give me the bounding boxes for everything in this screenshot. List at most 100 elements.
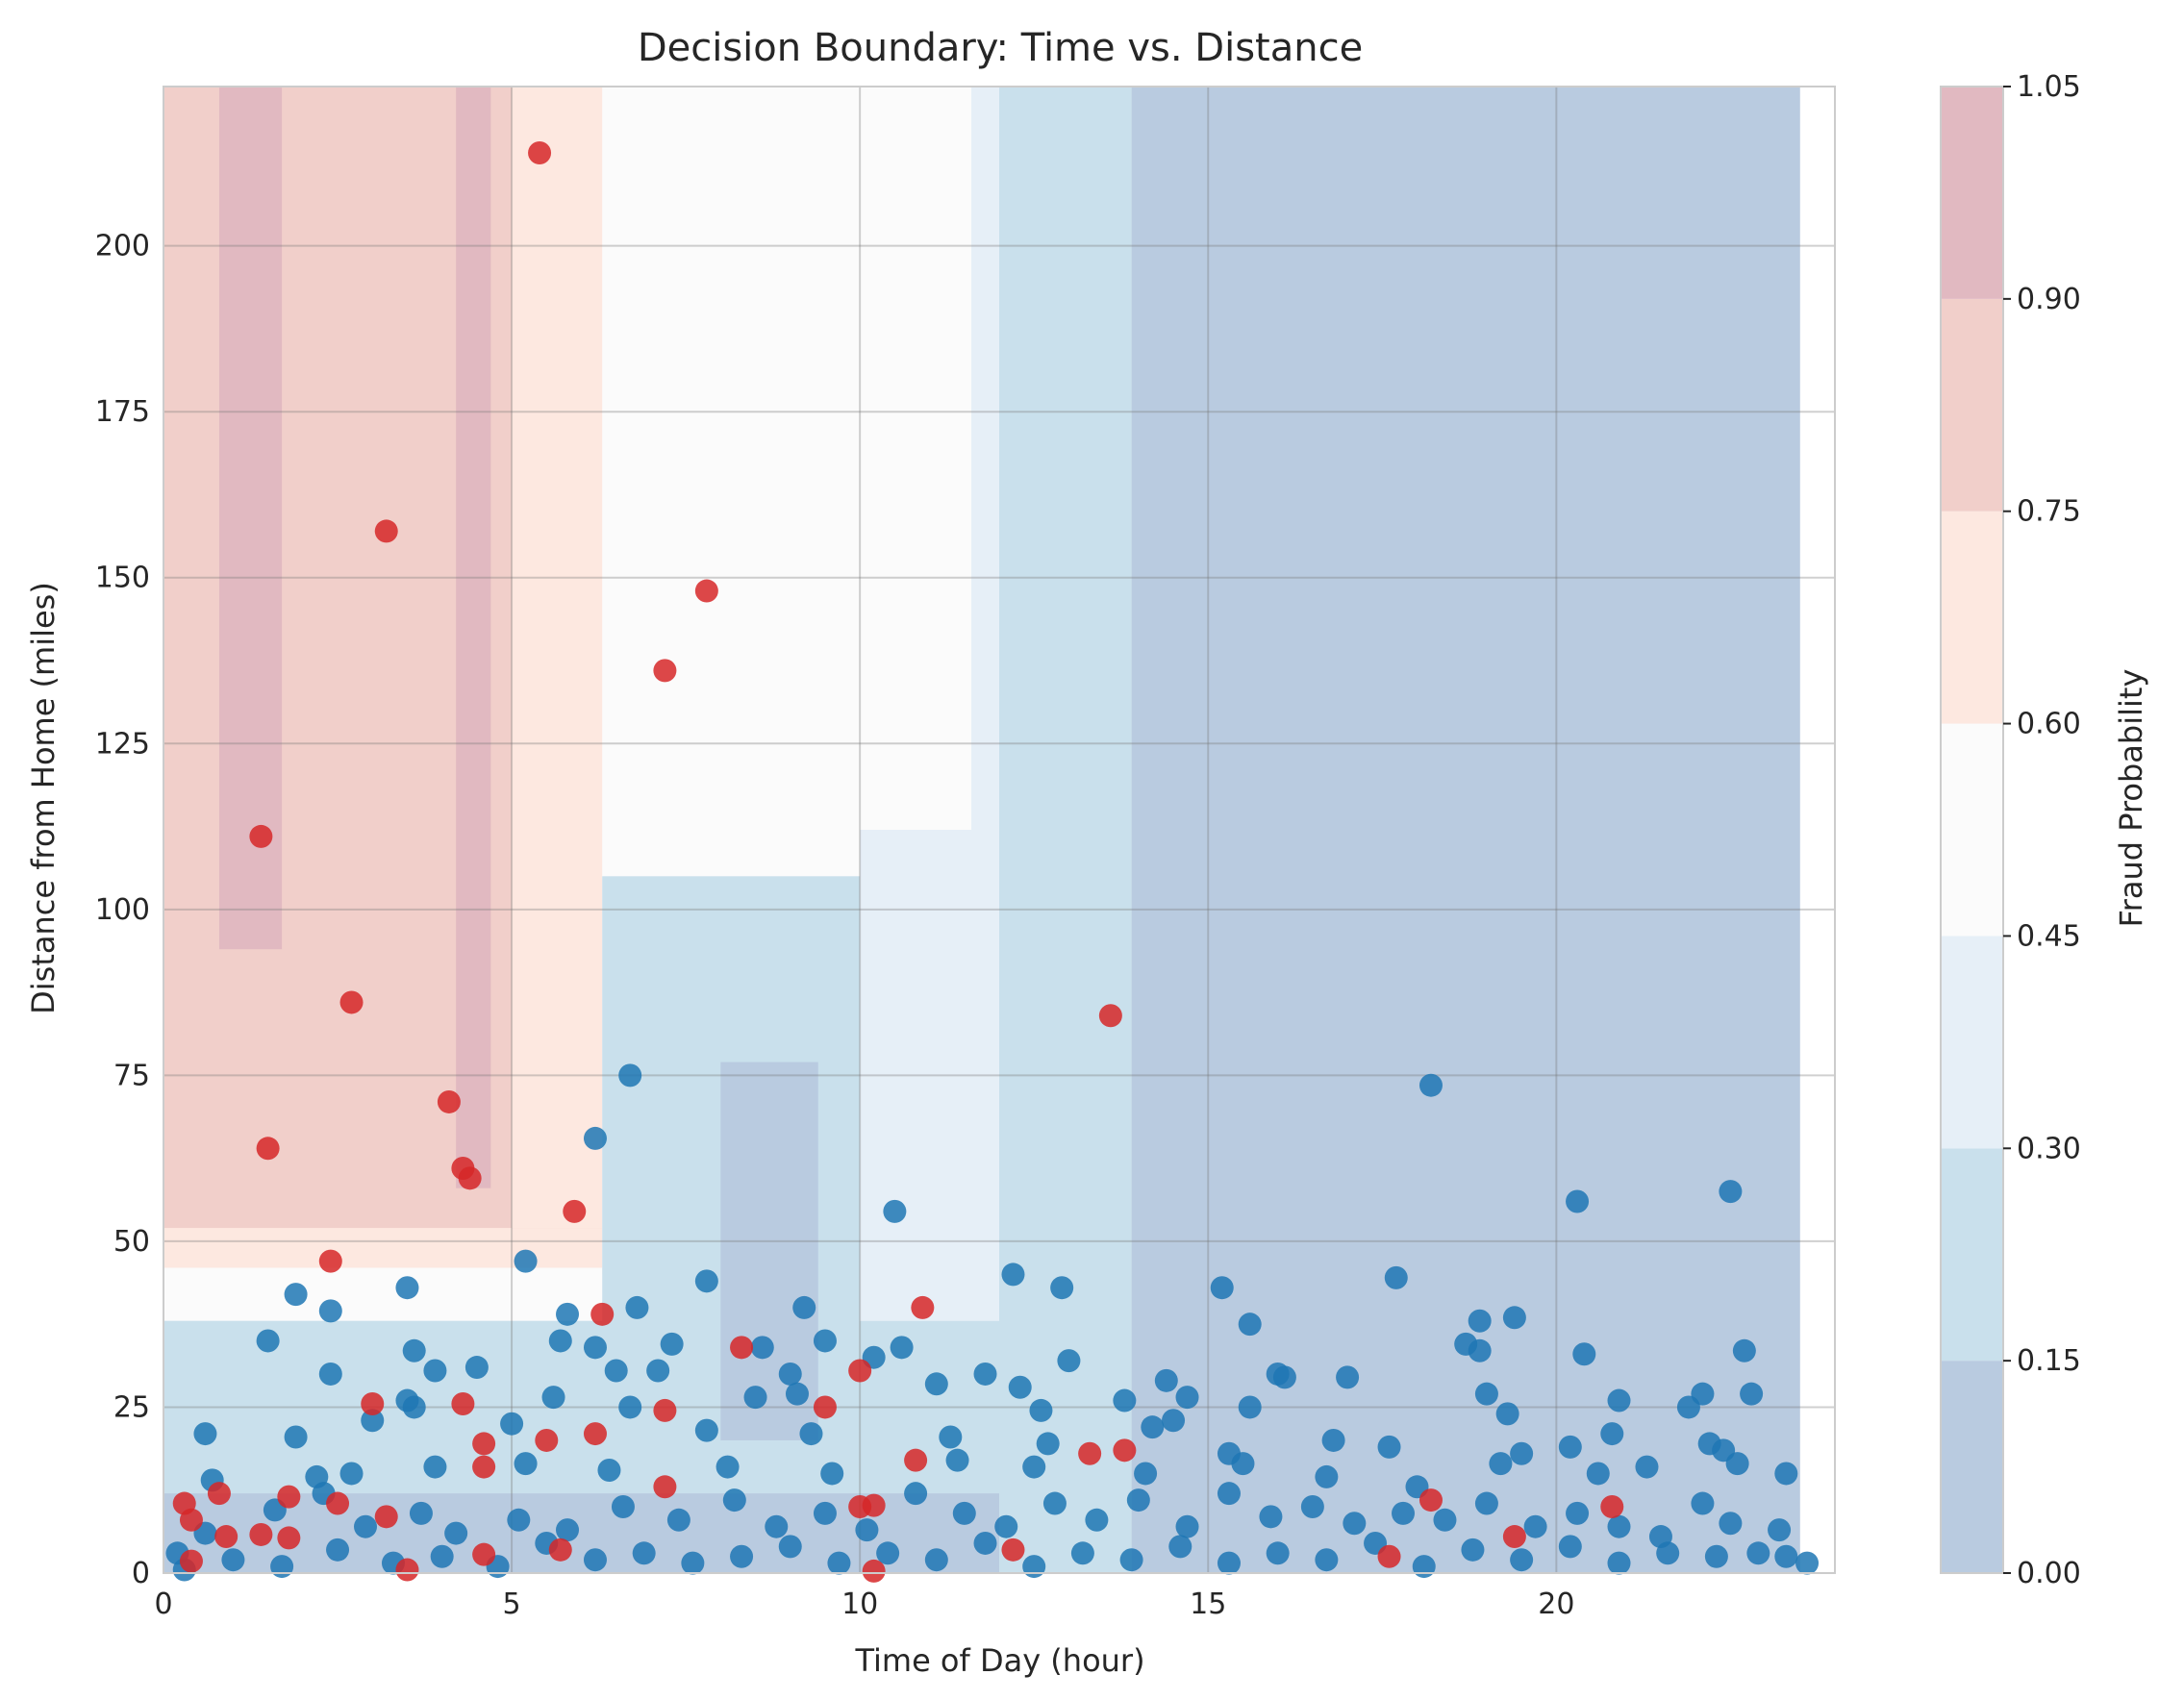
legitimate-point bbox=[1321, 1428, 1345, 1452]
colorbar-segment bbox=[1941, 723, 2003, 937]
legitimate-point bbox=[583, 1126, 607, 1150]
legitimate-point bbox=[820, 1462, 844, 1486]
colorbar-tick-label: 0.60 bbox=[2017, 708, 2081, 741]
legitimate-point bbox=[409, 1501, 433, 1525]
x-tick-label: 0 bbox=[154, 1588, 172, 1621]
y-tick-label: 125 bbox=[95, 727, 150, 761]
fraud-point bbox=[862, 1559, 886, 1583]
colorbar-label: Fraud Probability bbox=[2113, 669, 2149, 928]
legitimate-point bbox=[221, 1548, 245, 1572]
legitimate-point bbox=[1418, 1073, 1443, 1097]
x-axis-ticks: 0 5 10 15 20 bbox=[154, 1588, 1574, 1621]
decision-region bbox=[218, 87, 283, 950]
legitimate-point bbox=[1315, 1464, 1339, 1488]
legitimate-point bbox=[952, 1501, 976, 1525]
fraud-point bbox=[813, 1395, 837, 1419]
legitimate-point bbox=[694, 1418, 718, 1442]
legitimate-point bbox=[1022, 1555, 1046, 1579]
legitimate-point bbox=[1607, 1388, 1631, 1412]
legitimate-point bbox=[395, 1276, 419, 1300]
legitimate-point bbox=[548, 1329, 572, 1353]
legitimate-point bbox=[611, 1494, 635, 1518]
legitimate-point bbox=[361, 1409, 385, 1433]
legitimate-point bbox=[1050, 1276, 1074, 1300]
legitimate-point bbox=[1175, 1514, 1199, 1538]
legitimate-point bbox=[318, 1362, 342, 1386]
fraud-point bbox=[1502, 1525, 1526, 1549]
legitimate-point bbox=[1070, 1541, 1094, 1565]
legitimate-point bbox=[354, 1514, 378, 1538]
legitimate-point bbox=[722, 1488, 746, 1512]
fraud-point bbox=[214, 1525, 238, 1549]
legitimate-point bbox=[1217, 1551, 1241, 1575]
legitimate-point bbox=[632, 1541, 656, 1565]
legitimate-point bbox=[1558, 1435, 1582, 1459]
legitimate-point bbox=[1566, 1189, 1590, 1213]
colorbar-segment bbox=[1941, 936, 2003, 1149]
legitimate-point bbox=[514, 1249, 538, 1273]
legitimate-point bbox=[1085, 1508, 1109, 1532]
legitimate-point bbox=[681, 1551, 705, 1575]
decision-region bbox=[720, 1062, 818, 1440]
legitimate-point bbox=[1154, 1368, 1178, 1392]
colorbar-tick-label: 0.90 bbox=[2017, 283, 2081, 316]
legitimate-point bbox=[1315, 1548, 1339, 1572]
legitimate-point bbox=[1725, 1452, 1749, 1476]
chart-title: Decision Boundary: Time vs. Distance bbox=[638, 26, 1363, 70]
legitimate-point bbox=[1384, 1265, 1408, 1289]
legitimate-point bbox=[890, 1336, 914, 1360]
legitimate-point bbox=[1126, 1488, 1150, 1512]
legitimate-point bbox=[994, 1514, 1018, 1538]
legitimate-point bbox=[256, 1329, 280, 1353]
y-tick-label: 175 bbox=[95, 395, 150, 429]
legitimate-point bbox=[1042, 1491, 1067, 1515]
legitimate-point bbox=[339, 1462, 364, 1486]
legitimate-point bbox=[785, 1382, 809, 1406]
legitimate-point bbox=[318, 1299, 342, 1323]
legitimate-point bbox=[924, 1372, 948, 1396]
legitimate-point bbox=[1774, 1462, 1798, 1486]
legitimate-point bbox=[666, 1508, 690, 1532]
fraud-point bbox=[374, 1505, 398, 1529]
legitimate-point bbox=[1656, 1541, 1680, 1565]
x-tick-label: 10 bbox=[841, 1588, 878, 1621]
fraud-point bbox=[326, 1491, 350, 1515]
fraud-point bbox=[1418, 1488, 1443, 1512]
legitimate-point bbox=[1719, 1180, 1743, 1204]
decision-region bbox=[512, 87, 603, 1229]
legitimate-point bbox=[904, 1482, 928, 1506]
fraud-point bbox=[207, 1482, 231, 1506]
legitimate-point bbox=[1022, 1455, 1046, 1479]
legitimate-point bbox=[1217, 1482, 1241, 1506]
legitimate-point bbox=[813, 1329, 837, 1353]
legitimate-point bbox=[1036, 1432, 1060, 1456]
legitimate-point bbox=[1272, 1365, 1296, 1389]
legitimate-point bbox=[1001, 1262, 1025, 1287]
legitimate-point bbox=[464, 1356, 489, 1380]
legitimate-point bbox=[604, 1359, 628, 1383]
y-axis-ticks: 0 25 50 75 100 125 150 175 200 bbox=[95, 230, 150, 1590]
legitimate-point bbox=[507, 1508, 531, 1532]
legitimate-point bbox=[1676, 1395, 1700, 1419]
legitimate-point bbox=[765, 1514, 789, 1538]
legitimate-point bbox=[1412, 1555, 1436, 1579]
scatter-points bbox=[165, 141, 1820, 1583]
legitimate-point bbox=[646, 1359, 670, 1383]
legitimate-point bbox=[1468, 1338, 1492, 1362]
fraud-point bbox=[528, 141, 552, 165]
fraud-point bbox=[1377, 1544, 1401, 1568]
legitimate-point bbox=[556, 1518, 580, 1542]
legitimate-point bbox=[1740, 1382, 1764, 1406]
y-tick-label: 0 bbox=[132, 1557, 150, 1590]
plot-area bbox=[163, 86, 1836, 1583]
legitimate-point bbox=[1175, 1386, 1199, 1410]
decision-region bbox=[971, 87, 999, 830]
legitimate-point bbox=[1343, 1512, 1367, 1536]
legitimate-point bbox=[1468, 1309, 1492, 1333]
legitimate-point bbox=[660, 1332, 684, 1356]
legitimate-point bbox=[883, 1199, 907, 1223]
fraud-point bbox=[653, 1398, 677, 1422]
legitimate-point bbox=[1523, 1514, 1547, 1538]
x-tick-label: 15 bbox=[1190, 1588, 1226, 1621]
plot-frame bbox=[163, 86, 1836, 1574]
